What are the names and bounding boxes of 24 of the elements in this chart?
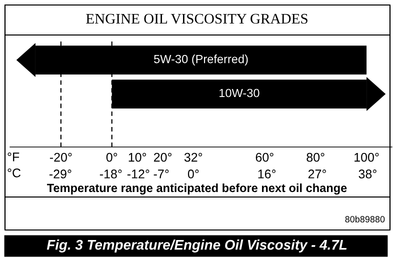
x2-tick-label: 27° bbox=[308, 170, 326, 178]
text: Temperature range anticipated before next oil change bbox=[47, 183, 347, 195]
x-tick-label: 20° bbox=[154, 152, 172, 162]
x2-tick-label: 0° bbox=[188, 170, 199, 178]
x-tick-label: 80° bbox=[306, 152, 324, 162]
x-tick-label: 0° bbox=[106, 152, 118, 162]
x2-tick-label: -29° bbox=[49, 170, 72, 178]
text: 80b89880 bbox=[345, 216, 385, 222]
x2-tick-label: 16° bbox=[258, 170, 276, 178]
x-tick-label: 10° bbox=[128, 152, 146, 162]
text: °C bbox=[8, 168, 21, 178]
x-tick-label: 32° bbox=[184, 152, 202, 162]
y-tick-label: 5W-30 (Preferred) bbox=[154, 54, 248, 66]
x2-tick-label: 38° bbox=[358, 170, 376, 178]
x-tick-label: -20° bbox=[50, 152, 72, 162]
caption: Fig. 3 Temperature/Engine Oil Viscosity - 4.7L bbox=[46, 240, 347, 252]
chart-title: ENGINE OIL VISCOSITY GRADES bbox=[86, 14, 308, 24]
x2-tick-label: -12° bbox=[127, 170, 150, 178]
x2-tick-label: -18° bbox=[100, 170, 122, 178]
x2-tick-label: -7° bbox=[154, 170, 169, 178]
x-tick-label: 60° bbox=[256, 152, 274, 162]
x-tick-label: 100° bbox=[354, 152, 379, 162]
y-tick-label: 10W-30 bbox=[220, 88, 260, 98]
text: °F bbox=[8, 152, 20, 162]
